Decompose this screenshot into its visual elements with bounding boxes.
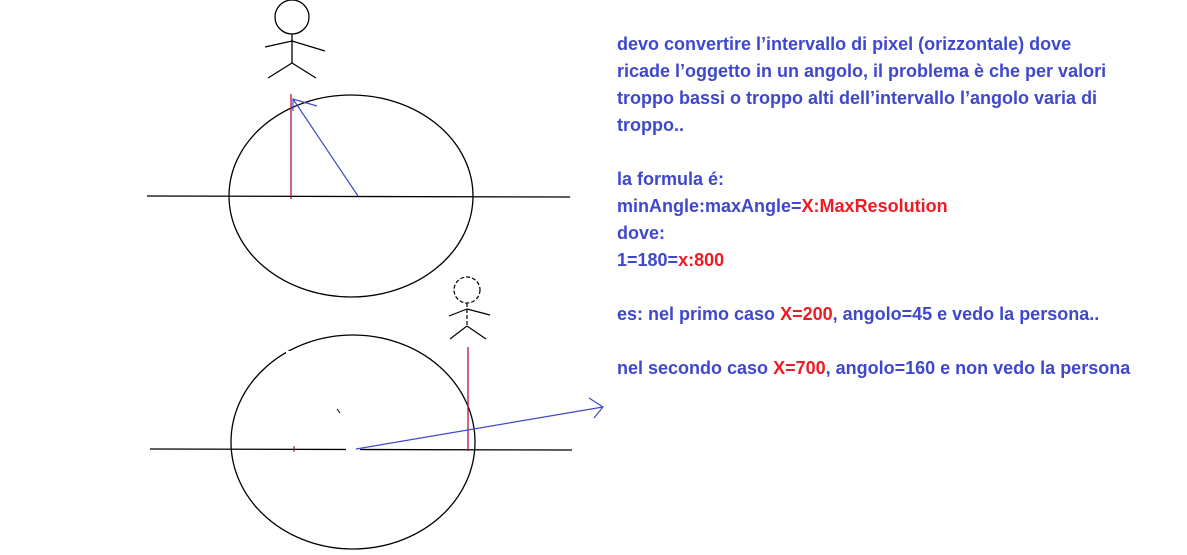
scenario-1-diagram <box>146 0 571 298</box>
formula-line: minAngle:maxAngle=X:MaxResolution <box>617 193 1177 220</box>
angle-arrow-1-head <box>292 98 318 111</box>
scenario-2-diagram <box>149 276 604 550</box>
stray-mark-1 <box>336 408 341 414</box>
spacer <box>617 139 1177 166</box>
stick-figure-2-arm-right <box>466 308 491 316</box>
intro-line-3: troppo bassi o troppo alti dell’interval… <box>617 88 1098 108</box>
explanation-text: devo convertire l’intervallo di pixel (o… <box>617 31 1177 382</box>
stick-figure-1-leg-left <box>267 62 293 79</box>
stick-figure-1 <box>264 0 326 79</box>
horizon-line-1 <box>146 195 571 198</box>
example-1-highlight: X=200 <box>780 304 833 324</box>
stick-figure-2-leg-right <box>466 325 487 340</box>
eraser-mark-1 <box>286 351 296 359</box>
stick-figure-2 <box>448 276 491 340</box>
intro-line-1: devo convertire l’intervallo di pixel (o… <box>617 34 1072 54</box>
spacer <box>617 274 1177 301</box>
angle-arrow-1 <box>292 98 359 197</box>
field-of-view-circle-2 <box>230 334 476 550</box>
angle-arrow-2 <box>355 397 604 450</box>
example-1-suffix: , angolo=45 e vedo la persona.. <box>832 304 1100 324</box>
angle-arrow-1-shaft <box>292 98 359 197</box>
intro-line-4: troppo.. <box>617 115 684 135</box>
substitution-line: 1=180=x:800 <box>617 247 1177 274</box>
stick-figure-1-arm-left <box>264 40 293 48</box>
intro-line-2: ricade l’oggetto in un angolo, il proble… <box>617 61 1107 81</box>
example-2-prefix: nel secondo caso <box>617 358 774 378</box>
spacer <box>617 328 1177 355</box>
formula-heading: la formula é: <box>617 169 725 189</box>
formula-right: X:MaxResolution <box>801 196 948 216</box>
substitution-right: x:800 <box>678 250 725 270</box>
stick-figure-2-arm-left <box>448 308 468 317</box>
example-2-suffix: , angolo=160 e non vedo la persona <box>825 358 1131 378</box>
stick-figure-2-head <box>453 276 481 304</box>
stick-figure-1-leg-right <box>291 62 317 79</box>
stick-figure-2-leg-left <box>449 325 468 340</box>
eraser-mark-2 <box>346 446 360 452</box>
example-1-line: es: nel primo caso X=200, angolo=45 e ve… <box>617 301 1177 328</box>
where-label: dove: <box>617 223 666 243</box>
formula-left: minAngle:maxAngle= <box>617 196 802 216</box>
example-2-line: nel secondo caso X=700, angolo=160 e non… <box>617 355 1177 382</box>
stick-figure-1-arm-right <box>291 40 326 52</box>
stick-figure-1-head <box>274 0 310 35</box>
substitution-left: 1=180= <box>617 250 679 270</box>
example-1-prefix: es: nel primo caso <box>617 304 781 324</box>
angle-arrow-2-shaft <box>355 406 604 450</box>
horizon-line-2 <box>149 448 573 451</box>
angle-arrow-2-head <box>588 397 604 419</box>
example-2-highlight: X=700 <box>773 358 826 378</box>
